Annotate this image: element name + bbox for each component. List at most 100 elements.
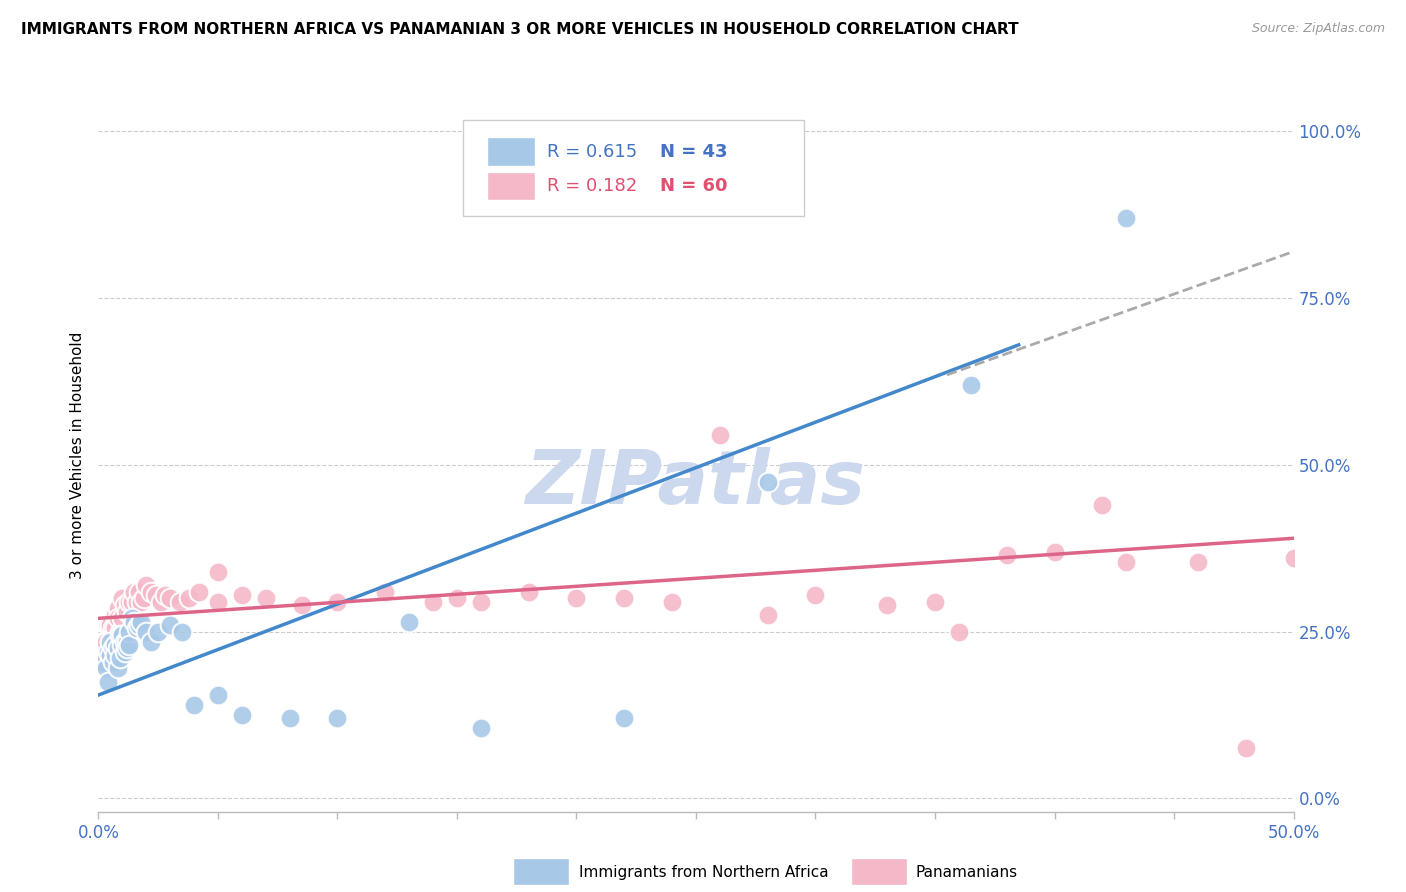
Point — [124, 615, 146, 629]
Point — [924, 594, 946, 608]
Point — [101, 641, 124, 656]
Point — [111, 638, 134, 652]
Point — [1282, 551, 1305, 566]
Point — [159, 618, 181, 632]
Point — [231, 708, 253, 723]
Point — [1234, 741, 1257, 756]
Text: ZIPatlas: ZIPatlas — [526, 447, 866, 520]
Point — [661, 594, 683, 608]
Point — [517, 584, 540, 599]
Point — [114, 634, 136, 648]
Point — [128, 618, 150, 632]
Point — [97, 618, 120, 632]
Point — [131, 615, 153, 629]
Point — [91, 645, 114, 659]
Point — [124, 584, 146, 599]
Point — [135, 624, 157, 639]
Point — [118, 624, 141, 639]
Point — [131, 594, 153, 608]
Point — [326, 711, 349, 725]
Point — [108, 628, 131, 642]
Point — [172, 624, 194, 639]
Point — [97, 645, 120, 659]
Point — [169, 594, 191, 608]
Point — [115, 634, 138, 648]
Text: Immigrants from Northern Africa: Immigrants from Northern Africa — [579, 865, 830, 880]
Point — [804, 588, 827, 602]
Point — [115, 641, 138, 656]
Point — [148, 624, 170, 639]
Text: IMMIGRANTS FROM NORTHERN AFRICA VS PANAMANIAN 3 OR MORE VEHICLES IN HOUSEHOLD CO: IMMIGRANTS FROM NORTHERN AFRICA VS PANAM… — [21, 22, 1019, 37]
Point — [101, 621, 124, 635]
Point — [135, 578, 157, 592]
Point — [98, 634, 122, 648]
Point — [101, 655, 124, 669]
Point — [94, 661, 117, 675]
Point — [98, 634, 122, 648]
Point — [104, 648, 127, 662]
Point — [1187, 555, 1209, 569]
Point — [995, 548, 1018, 562]
Point — [104, 607, 127, 622]
Point — [114, 645, 136, 659]
Point — [115, 605, 138, 619]
Point — [470, 594, 492, 608]
Point — [98, 618, 122, 632]
Point — [326, 594, 349, 608]
Point — [422, 594, 444, 608]
Point — [132, 591, 155, 606]
Point — [94, 634, 117, 648]
Point — [278, 711, 301, 725]
Point — [470, 722, 492, 736]
FancyBboxPatch shape — [486, 137, 534, 166]
Point — [125, 594, 148, 608]
Point — [613, 591, 636, 606]
Point — [125, 621, 148, 635]
Point — [959, 377, 981, 392]
Point — [107, 641, 129, 656]
Point — [118, 594, 141, 608]
Point — [111, 611, 134, 625]
Point — [231, 588, 253, 602]
FancyBboxPatch shape — [486, 171, 534, 200]
Point — [145, 588, 167, 602]
Y-axis label: 3 or more Vehicles in Household: 3 or more Vehicles in Household — [70, 331, 86, 579]
Point — [111, 591, 134, 606]
Point — [254, 591, 277, 606]
Point — [101, 632, 124, 646]
Point — [1115, 555, 1137, 569]
Point — [446, 591, 468, 606]
Point — [756, 475, 779, 489]
Point — [565, 591, 588, 606]
Point — [948, 624, 970, 639]
Point — [613, 711, 636, 725]
Point — [183, 698, 205, 712]
Point — [709, 428, 731, 442]
Point — [104, 638, 127, 652]
Point — [139, 634, 162, 648]
Point — [149, 594, 172, 608]
Point — [97, 674, 120, 689]
Point — [374, 584, 396, 599]
Point — [128, 584, 150, 599]
Point — [121, 594, 143, 608]
Point — [118, 638, 141, 652]
Point — [111, 628, 134, 642]
Point — [187, 584, 209, 599]
Text: N = 43: N = 43 — [661, 143, 728, 161]
Point — [159, 591, 181, 606]
Point — [121, 611, 143, 625]
Text: Source: ZipAtlas.com: Source: ZipAtlas.com — [1251, 22, 1385, 36]
Point — [207, 594, 229, 608]
Point — [1043, 544, 1066, 558]
Point — [207, 565, 229, 579]
Point — [91, 655, 114, 669]
Point — [98, 648, 122, 662]
Point — [876, 598, 898, 612]
Text: R = 0.615: R = 0.615 — [547, 143, 637, 161]
Point — [107, 661, 129, 675]
Point — [1115, 211, 1137, 226]
Point — [104, 621, 127, 635]
Point — [108, 651, 131, 665]
Point — [107, 601, 129, 615]
